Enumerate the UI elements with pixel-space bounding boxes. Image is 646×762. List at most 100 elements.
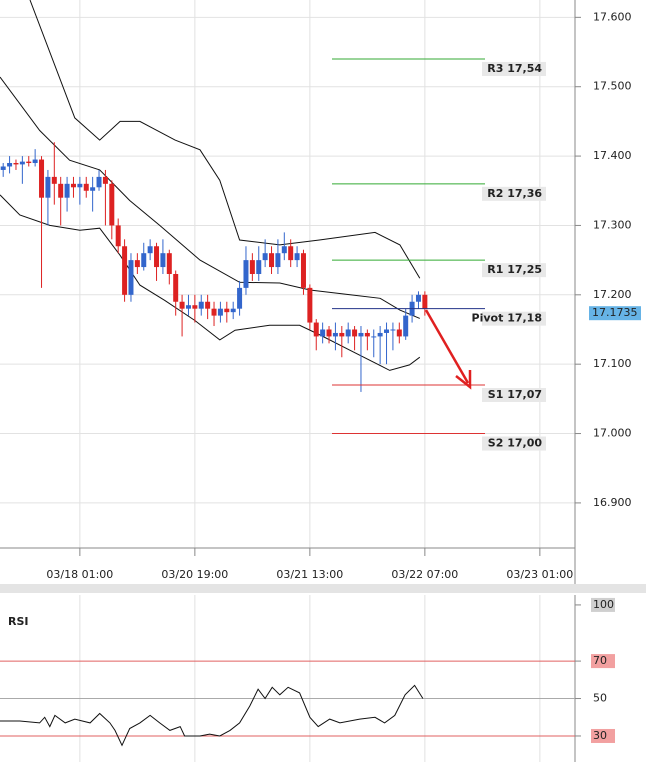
candle-body [237,287,243,309]
pivot-label: S2 17,00 [488,437,543,450]
x-tick-label: 03/23 01:00 [506,568,573,581]
candle-body [358,332,364,337]
pivot-label: Pivot 17,18 [472,312,542,325]
y-tick-label: 16.900 [593,496,632,509]
candle-body [230,308,236,313]
candle-body [70,183,76,188]
candle-body [128,260,134,295]
candle-body [275,253,281,268]
candle-body [339,332,345,337]
bollinger-band [0,194,421,371]
forecast-arrow [424,309,470,384]
x-tick-label: 03/21 13:00 [276,568,343,581]
candle-body [173,274,179,302]
candle-body [154,246,160,268]
candle-body [134,260,140,268]
candle-body [77,183,83,188]
forecast-arrow-head [455,370,472,390]
pivot-label-bg [482,263,546,278]
candle-body [422,294,428,309]
candle-body [160,253,166,268]
y-tick-label: 50 [593,692,607,705]
candle-body [166,253,172,274]
candle-body [109,183,115,226]
candle-body [90,187,96,191]
candle-body [51,176,57,184]
candle-body [217,308,223,316]
candle-body [32,159,38,164]
candle-body [58,183,64,198]
y-tick-label: 17.300 [593,218,632,231]
candle-body [198,301,204,309]
y-tick-label: 17.600 [593,10,632,23]
candle-body [122,246,128,295]
candle-body [294,253,300,261]
candle-body [415,294,421,302]
pivot-label: R1 17,25 [487,263,542,276]
candle-body [185,305,191,309]
candle-body [13,163,19,165]
y-tick-label: 17.000 [593,427,632,440]
y-tick-box [591,654,615,669]
candle-body [396,329,402,337]
candle-body [377,332,383,337]
y-tick-label: 100 [593,598,614,611]
candle-body [403,315,409,337]
pivot-label-bg [482,61,546,76]
bollinger-band [0,76,420,319]
candle-body [390,329,396,331]
pivot-label-bg [482,436,546,451]
rsi-line [0,684,424,747]
pivot-label: S1 17,07 [488,388,542,401]
candle-body [64,183,70,198]
candle-body [0,166,6,170]
candle-body [320,329,326,337]
candle-body [300,253,306,288]
candle-body [384,329,390,333]
x-tick-label: 03/18 01:00 [46,568,113,581]
candle-body [364,332,370,337]
panel-separator [0,584,646,593]
candle-body [179,301,185,309]
candle-body [141,253,147,268]
candle-body [262,253,268,261]
candle-body [352,329,358,337]
bollinger-band [29,0,421,279]
candle-body [269,253,275,268]
candle-body [326,329,332,337]
pivot-label-bg [482,311,546,326]
y-tick-label: 30 [593,729,607,742]
candle-body [307,287,313,323]
x-tick-label: 03/20 19:00 [161,568,228,581]
candle-body [192,305,198,309]
candle-body [147,246,153,254]
candle-body [211,308,217,316]
candle-body [249,260,255,274]
candle-body [83,183,89,191]
y-tick-label: 17.500 [593,80,632,93]
candle-body [96,176,102,188]
candle-body [45,176,51,198]
last-price-box [589,306,641,321]
candle-body [243,260,249,288]
candle-body [102,176,108,184]
y-tick-label: 70 [593,654,607,667]
last-price-label: 17.1735 [592,306,638,319]
pivot-label: R3 17,54 [487,62,542,75]
candle-body [371,336,377,338]
candle-body [281,246,287,254]
candle-body [19,161,25,165]
pivot-label-bg [482,387,546,402]
candle-body [224,308,230,313]
y-tick-box [591,728,615,743]
candle-body [313,322,319,337]
candle-body [39,159,45,198]
y-tick-box [591,597,615,612]
candle-body [332,332,338,337]
candle-body [26,161,32,164]
pivot-label-bg [482,186,546,201]
candle-body [288,246,294,261]
candle-body [205,301,211,309]
